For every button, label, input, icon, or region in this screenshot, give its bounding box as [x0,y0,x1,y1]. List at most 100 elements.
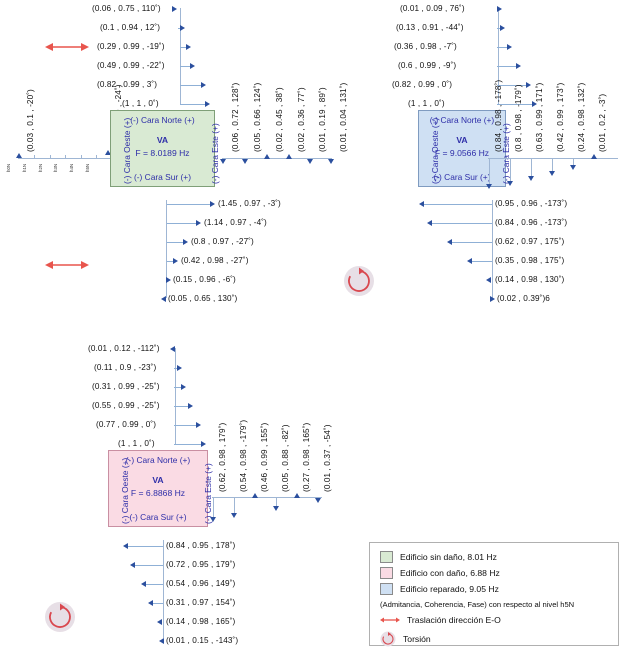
drop-line [213,497,214,519]
frequency-label: F = 6.8868 Hz [130,488,186,498]
drop-line [573,158,574,167]
arrow-shaft [128,546,163,547]
arrow-shaft [180,104,208,105]
axis-tick [96,155,97,159]
face-west-label: (-) Cara Oeste (+) [430,117,440,184]
arrow-head [130,562,135,568]
arrow-label: (0.8 , 0.97 , -27˚) [191,237,254,246]
arrow-label: (0.35 , 0.98 , 175˚) [495,256,565,265]
torsion-circular-arrow-icon [344,266,374,296]
arrow-head [526,82,531,88]
arrow-head [123,543,128,549]
arrow-label: (0.01 , 0.09 , 76˚) [400,4,465,13]
arrow-head [159,638,164,644]
east-label: (0.8 , 0.98 , -179˚) [514,84,523,152]
torsion-circular-arrow-icon [45,602,75,632]
legend-item-con-dano: Edificio con daño, 6.88 Hz [380,567,500,579]
arrow-label: (0.01 , 0.15 , -143˚) [166,636,239,645]
face-north-label: (-) Cara Norte (+) [130,115,195,125]
arrow-head [447,239,452,245]
arrow-label: (0.05 , 0.65 , 130˚) [168,294,238,303]
arrow-label: (0.95 , 0.96 , -173˚) [495,199,568,208]
face-north-label: (-) Cara Norte (+) [125,455,191,465]
arrow-head [490,296,495,302]
legend-item-reparado: Edificio reparado, 9.05 Hz [380,583,499,595]
east-marker-down [486,184,492,189]
legend-label: Traslación dirección E-O [407,615,501,625]
translation-double-arrow-icon [45,43,89,51]
axis-line-horizontal [18,158,110,159]
arrow-label: (0.84 , 0.96 , -173˚) [495,218,568,227]
east-axis-line [212,497,322,498]
arrow-head [516,63,521,69]
arrow-shaft [497,104,535,105]
east-label: (0.42 , 0.99 , 173˚) [556,82,565,152]
legend-label: Edificio sin daño, 8.01 Hz [400,552,497,562]
arrow-head [188,403,193,409]
arrow-label: (0.77 , 0.99 , 0˚) [96,420,157,429]
east-label: (0.06 , 0.72 , 128˚) [231,82,240,152]
drop-line [489,158,490,186]
arrow-label: (0.29 , 0.99 , -19˚) [97,42,165,51]
frequency-label: F = 9.0566 Hz [434,148,490,158]
face-north-label: (-) Cara Norte (+) [429,115,495,125]
east-label: (0.01 , 0.37 , -54˚) [323,424,332,492]
arrow-head [486,277,491,283]
arrow-shaft [174,368,179,369]
arrow-label: (1 , 1 , 0˚) [408,99,445,108]
arrow-head [497,6,502,12]
building-box-sin-dano: (-) Cara Norte (+) VA F = 8.0189 Hz (-) … [110,110,220,187]
axis-tick [65,155,66,159]
mode-label: VA [156,135,169,145]
arrow-label: (0.84 , 0.95 , 178˚) [166,541,236,550]
face-east-label: (-) Cara Este (+) [210,123,220,184]
arrow-head [190,63,195,69]
face-east-label: (-) Cara Este (+) [203,463,213,524]
legend-item-torsion: Torsión [380,631,431,647]
face-west-label: (-) Cara Oeste (+) [120,457,130,524]
arrow-label: (0.31 , 0.99 , -25˚) [92,382,160,391]
arrow-shaft [180,66,193,67]
arrow-head [166,277,171,283]
arrow-shaft [174,444,204,445]
axis-marker-up [16,153,22,158]
east-label: (0.02 , 0.45 , 38˚) [275,87,284,152]
east-marker-down [307,159,313,164]
face-west-label: (-) Cara Oeste (+) [122,117,132,184]
arrow-label: (0.11 , 0.9 , -23˚) [94,363,157,372]
arrow-shaft [174,425,199,426]
arrow-head [161,296,166,302]
axis-tick-label: h5N [85,163,90,172]
east-label: (0.62 , 0.98 , 179˚) [218,422,227,492]
east-marker-down [210,517,216,522]
east-marker-up [294,493,300,498]
east-marker-down [273,506,279,511]
arrow-shaft [167,223,199,224]
legend-swatch-blue [380,583,393,595]
arrow-shaft [167,242,186,243]
east-marker-up [264,154,270,159]
face-south-label: (-) Cara Sur (+) [433,172,491,182]
axis-tick-label: h4N [69,163,74,172]
arrow-head-left [172,6,177,12]
drop-line [276,497,277,508]
arrow-shaft [167,261,176,262]
east-label: (0.27 , 0.98 , 165˚) [302,422,311,492]
torsion-circular-arrow-icon [380,631,396,647]
arrow-head [507,44,512,50]
arrow-label: (0.55 , 0.99 , -25˚) [92,401,160,410]
legend-item-sin-dano: Edificio sin daño, 8.01 Hz [380,551,497,563]
arrow-head [210,201,215,207]
arrow-label: (1 , 1 , 0˚) [122,99,159,108]
axis-tick [81,155,82,159]
east-axis-line [488,158,618,159]
east-marker-down [549,171,555,176]
arrow-head [148,600,153,606]
arrow-label: (0.31 , 0.97 , 154˚) [166,598,236,607]
east-label: (0.01 , 0.04 , 131˚) [339,82,348,152]
arrow-shaft [424,204,492,205]
arrow-shaft [452,242,492,243]
axis-tick-label: h2N [38,163,43,172]
arrow-shaft [432,223,492,224]
